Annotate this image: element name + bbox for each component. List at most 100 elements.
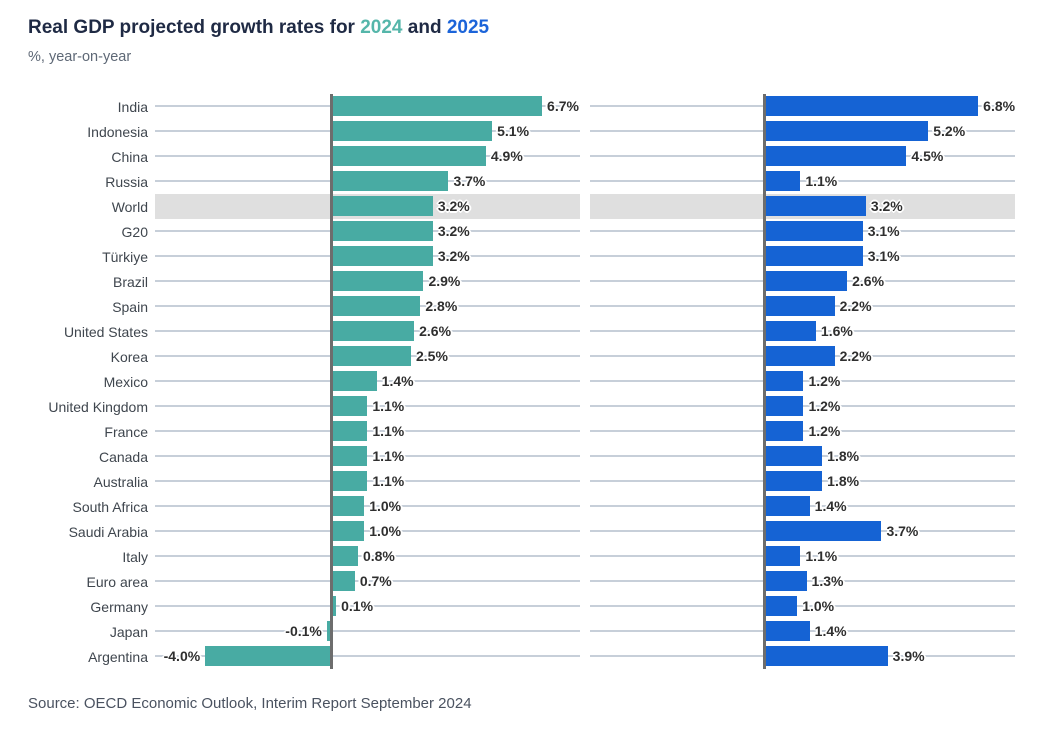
bar-2024	[333, 246, 433, 266]
bar-2025	[766, 496, 810, 516]
plot-2025: 1.0%	[590, 594, 1015, 619]
plot-2025: 1.3%	[590, 569, 1015, 594]
plot-2024: 1.1%	[155, 419, 580, 444]
plot-2024: 1.1%	[155, 394, 580, 419]
plot-2024: -0.1%	[155, 619, 580, 644]
value-label-2025: 3.7%	[886, 523, 919, 539]
bar-2024	[333, 271, 424, 291]
value-label-2025: 1.2%	[808, 373, 841, 389]
bar-2025	[766, 596, 798, 616]
gridline	[155, 605, 580, 607]
gridline	[155, 430, 580, 432]
bar-2025	[766, 521, 882, 541]
chart-row: Japan -0.1% 1.4%	[28, 619, 1054, 644]
axis-line	[763, 544, 766, 569]
gridline	[590, 180, 1015, 182]
axis-line	[330, 494, 333, 519]
bar-2024	[333, 96, 543, 116]
value-label-2024: 0.1%	[341, 598, 374, 614]
plot-2025: 1.1%	[590, 544, 1015, 569]
plot-2025: 3.1%	[590, 244, 1015, 269]
axis-line	[763, 469, 766, 494]
axis-line	[763, 319, 766, 344]
gridline	[155, 555, 580, 557]
country-label: France	[104, 423, 148, 440]
axis-line	[330, 519, 333, 544]
chart-title: Real GDP projected growth rates for 2024…	[28, 16, 1054, 40]
plot-2025: 1.2%	[590, 369, 1015, 394]
plot-2025: 1.1%	[590, 169, 1015, 194]
axis-line	[763, 119, 766, 144]
bar-2024	[333, 546, 358, 566]
chart-row: South Africa 1.0% 1.4%	[28, 494, 1054, 519]
plot-2025: 2.2%	[590, 344, 1015, 369]
plot-2024: 3.7%	[155, 169, 580, 194]
value-label-2025: 3.9%	[892, 648, 925, 664]
country-label: Germany	[90, 598, 148, 615]
bar-2024	[333, 571, 355, 591]
bar-2025	[766, 471, 823, 491]
plot-2024: 0.1%	[155, 594, 580, 619]
bar-2025	[766, 246, 863, 266]
source-note: Source: OECD Economic Outlook, Interim R…	[28, 695, 472, 712]
chart-row: United States 2.6% 1.6%	[28, 319, 1054, 344]
value-label-2024: 3.7%	[453, 173, 486, 189]
axis-line	[330, 394, 333, 419]
axis-line	[763, 419, 766, 444]
chart-rows: India 6.7% 6.8% Indonesia 5.1% 5.2% China 4.9% 4…	[28, 94, 1054, 669]
value-label-2025: 1.1%	[805, 173, 838, 189]
bar-2024	[333, 221, 433, 241]
plot-2025: 3.9%	[590, 644, 1015, 669]
bar-2025	[766, 621, 810, 641]
value-label-2025: 2.2%	[839, 348, 872, 364]
chart-row: Canada 1.1% 1.8%	[28, 444, 1054, 469]
gridline	[155, 580, 580, 582]
plot-2025: 6.8%	[590, 94, 1015, 119]
value-label-2024: 0.7%	[359, 573, 392, 589]
chart-row: France 1.1% 1.2%	[28, 419, 1054, 444]
gridline	[155, 455, 580, 457]
country-label: Indonesia	[87, 123, 148, 140]
chart-row: China 4.9% 4.5%	[28, 144, 1054, 169]
value-label-2025: 2.6%	[852, 273, 885, 289]
value-label-2024: 2.8%	[425, 298, 458, 314]
value-label-2024: -4.0%	[163, 648, 201, 664]
country-label: South Africa	[72, 498, 149, 515]
bar-2025	[766, 296, 835, 316]
gridline	[155, 505, 580, 507]
chart-row: Korea 2.5% 2.2%	[28, 344, 1054, 369]
axis-line	[330, 194, 333, 219]
value-label-2025: 1.8%	[827, 448, 860, 464]
value-label-2025: 1.8%	[827, 473, 860, 489]
country-label: Saudi Arabia	[68, 523, 148, 540]
bar-2025	[766, 171, 801, 191]
value-label-2024: 4.9%	[490, 148, 523, 164]
plot-2025: 1.4%	[590, 619, 1015, 644]
value-label-2024: 1.1%	[372, 473, 405, 489]
chart-row: Argentina -4.0% 3.9%	[28, 644, 1054, 669]
bar-2025	[766, 421, 804, 441]
axis-line	[763, 444, 766, 469]
value-label-2024: 1.4%	[381, 373, 414, 389]
country-label: World	[111, 198, 148, 215]
bar-2024	[333, 421, 368, 441]
plot-2025: 3.7%	[590, 519, 1015, 544]
country-label: Korea	[110, 348, 148, 365]
plot-2025: 1.4%	[590, 494, 1015, 519]
value-label-2025: 1.4%	[814, 498, 847, 514]
axis-line	[330, 269, 333, 294]
axis-line	[330, 169, 333, 194]
bar-2025	[766, 121, 929, 141]
bar-2025	[766, 271, 848, 291]
axis-line	[763, 294, 766, 319]
country-label: United States	[63, 323, 148, 340]
plot-2024: 5.1%	[155, 119, 580, 144]
axis-line	[330, 219, 333, 244]
axis-line	[330, 619, 333, 644]
chart-row: G20 3.2% 3.1%	[28, 219, 1054, 244]
axis-line	[330, 244, 333, 269]
value-label-2024: -0.1%	[285, 623, 322, 639]
bar-2025	[766, 321, 816, 341]
value-label-2025: 2.2%	[839, 298, 872, 314]
value-label-2024: 0.8%	[362, 548, 395, 564]
